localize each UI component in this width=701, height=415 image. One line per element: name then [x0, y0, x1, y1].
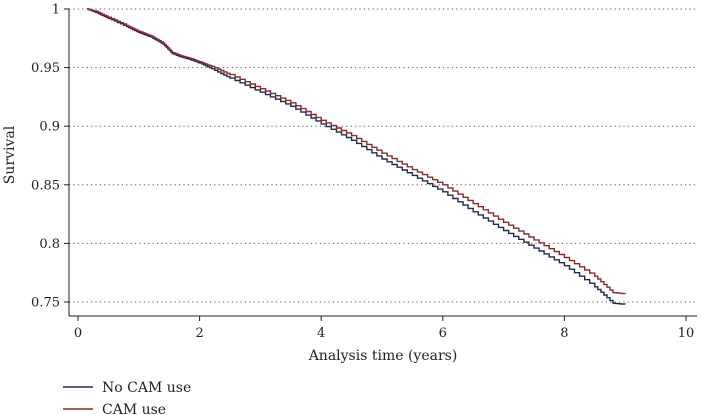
- series-line-cam-use: [87, 8, 626, 295]
- legend: No CAM use CAM use: [63, 380, 191, 415]
- x-axis-title: Analysis time (years): [308, 348, 458, 364]
- y-tick-label: 1: [52, 3, 60, 18]
- y-tick-label: 0.9: [39, 120, 60, 135]
- y-ticks: 0.75 0.8 0.85 0.9 0.95 1: [31, 3, 69, 311]
- legend-label-no-cam: No CAM use: [102, 380, 191, 396]
- series-line-no-cam-use: [87, 8, 626, 305]
- x-tick-label: 4: [317, 326, 325, 341]
- y-tick-label: 0.95: [31, 61, 60, 76]
- y-tick-label: 0.75: [31, 296, 60, 311]
- x-ticks: 0 2 4 6 8 10: [74, 316, 694, 341]
- series-lines: [87, 8, 626, 305]
- grid-lines: [69, 8, 697, 303]
- x-tick-label: 2: [195, 326, 203, 341]
- x-tick-label: 0: [74, 326, 82, 341]
- x-tick-label: 6: [439, 326, 447, 341]
- x-tick-label: 8: [560, 326, 568, 341]
- axes: [68, 9, 697, 317]
- x-tick-label: 10: [678, 326, 695, 341]
- legend-label-cam: CAM use: [102, 402, 166, 415]
- y-tick-label: 0.85: [31, 178, 60, 193]
- y-axis-title: Survival: [2, 125, 18, 184]
- y-tick-label: 0.8: [39, 237, 60, 252]
